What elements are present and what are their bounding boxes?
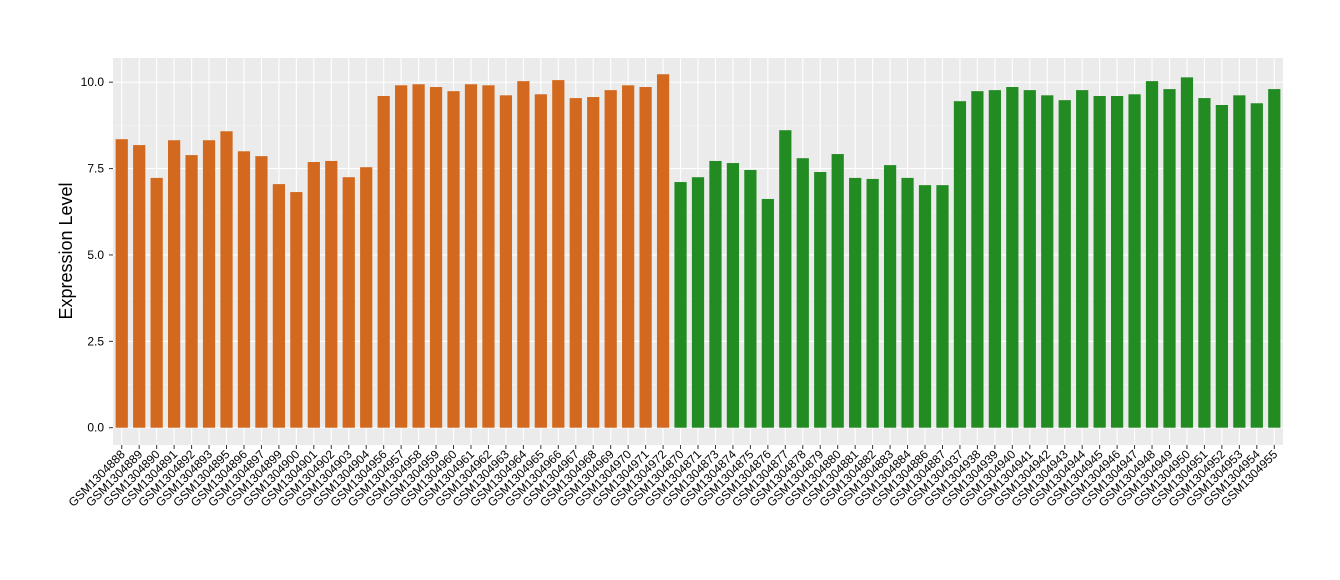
bar — [237, 151, 251, 428]
bar — [325, 160, 338, 428]
bar — [1180, 77, 1194, 428]
bar — [656, 74, 670, 428]
bar — [360, 167, 373, 428]
bar — [604, 90, 617, 428]
bar — [377, 96, 390, 428]
bar — [883, 165, 897, 428]
bar — [1163, 89, 1176, 428]
bar — [534, 94, 547, 428]
bar — [115, 139, 128, 428]
bar — [936, 185, 949, 428]
bar — [814, 172, 827, 428]
bar — [517, 81, 530, 428]
bar — [447, 91, 460, 428]
bar — [971, 91, 984, 428]
bar — [569, 98, 582, 428]
bar — [1128, 94, 1141, 428]
bar — [726, 163, 740, 428]
bar — [866, 178, 879, 428]
bar — [849, 177, 862, 428]
bar — [901, 177, 914, 428]
bar — [831, 154, 844, 428]
bar — [1268, 89, 1281, 428]
y-tick-label: 7.5 — [87, 162, 104, 176]
y-tick-label: 10.0 — [81, 75, 105, 89]
y-tick-label: 2.5 — [87, 334, 104, 348]
bar — [639, 87, 652, 428]
bar — [272, 184, 286, 428]
bar — [150, 177, 163, 428]
bar — [255, 156, 268, 428]
bar — [395, 85, 408, 428]
bar — [290, 192, 303, 428]
bar — [691, 177, 705, 428]
bar — [307, 162, 320, 428]
bar — [761, 198, 774, 428]
bar — [1006, 87, 1019, 428]
bar — [1058, 100, 1071, 428]
bar — [482, 85, 495, 428]
bar — [220, 131, 233, 428]
bar — [412, 84, 425, 428]
y-axis-label: Expression Level — [56, 182, 76, 319]
bar — [953, 101, 967, 428]
bar — [464, 84, 478, 428]
bar — [133, 145, 146, 428]
bar — [1076, 90, 1089, 428]
bar — [587, 97, 600, 428]
y-tick-label: 0.0 — [87, 421, 104, 435]
bar — [1041, 95, 1054, 428]
bar — [744, 169, 757, 428]
bar — [1233, 95, 1246, 428]
bar — [1093, 96, 1106, 428]
bar — [1215, 104, 1228, 428]
bar — [918, 185, 932, 428]
bar — [779, 130, 792, 428]
y-tick-label: 5.0 — [87, 248, 104, 262]
bar — [1145, 81, 1159, 428]
bar — [1250, 103, 1263, 428]
bar — [429, 87, 443, 428]
bar — [988, 90, 1001, 428]
bar — [796, 158, 809, 428]
bar — [185, 155, 198, 428]
bar — [709, 160, 722, 428]
bar — [674, 182, 687, 428]
bar — [1110, 96, 1124, 428]
bar — [499, 95, 513, 428]
bar — [1198, 98, 1211, 428]
bar — [342, 177, 355, 428]
bar — [622, 85, 635, 428]
bar — [1023, 90, 1036, 428]
bar — [202, 140, 216, 428]
bar — [552, 80, 565, 428]
bar — [168, 140, 181, 428]
